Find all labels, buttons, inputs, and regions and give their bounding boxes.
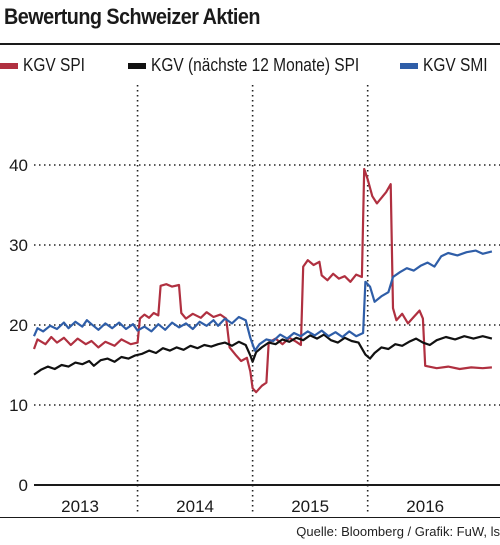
x-tick-label: 2013 [61, 497, 99, 516]
y-tick-label: 20 [9, 316, 28, 335]
x-tick-label: 2014 [176, 497, 214, 516]
y-tick-label: 10 [9, 396, 28, 415]
legend-swatch-forward-pe [128, 62, 146, 69]
series-line-spi [32, 167, 492, 394]
footer-rule [0, 517, 500, 518]
legend-label-forward-pe: KGV (nächste 12 Monate) SPI [151, 55, 360, 75]
y-tick-label: 30 [9, 236, 28, 255]
legend: KGV SPI KGV (nächste 12 Monate) SPI KGV … [0, 55, 500, 79]
legend-item-spi: KGV SPI [0, 55, 95, 76]
chart-title: Bewertung Schweizer Aktien [4, 4, 260, 29]
x-tick-label: 2015 [291, 497, 329, 516]
y-tick-label: 0 [19, 476, 28, 495]
legend-item-smi: KGV SMI [400, 55, 498, 76]
series-line-smi [32, 249, 493, 352]
series-line-forward-pe [33, 333, 493, 376]
legend-swatch-smi [400, 62, 418, 69]
legend-swatch-spi [0, 62, 18, 69]
legend-item-forward-pe: KGV (nächste 12 Monate) SPI [128, 55, 393, 76]
legend-label-spi: KGV SPI [23, 55, 85, 75]
title-rule [0, 43, 500, 45]
x-tick-label: 2016 [406, 497, 444, 516]
legend-label-smi: KGV SMI [423, 55, 488, 75]
y-tick-label: 40 [9, 156, 28, 175]
source-note: Quelle: Bloomberg / Grafik: FuW, ls [296, 524, 500, 539]
